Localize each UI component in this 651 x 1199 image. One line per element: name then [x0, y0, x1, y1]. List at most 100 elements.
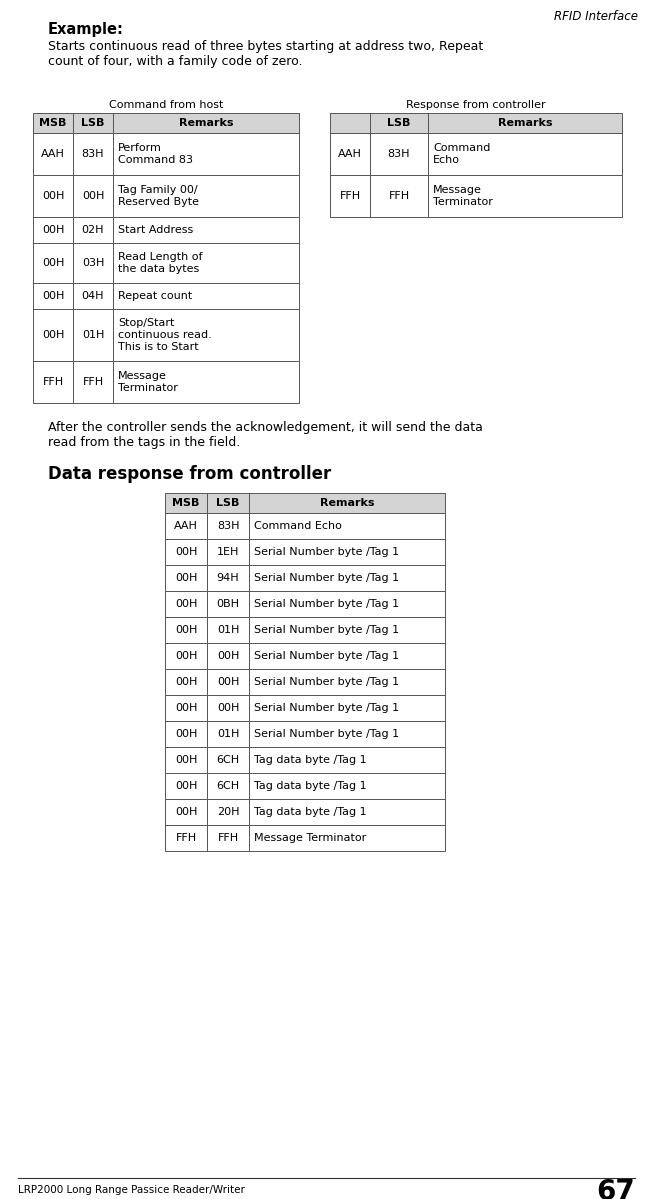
Text: 00H: 00H — [82, 191, 104, 201]
Text: Read Length of
the data bytes: Read Length of the data bytes — [118, 252, 202, 273]
Bar — [330, 133, 370, 175]
Bar — [165, 747, 207, 773]
Text: 00H: 00H — [217, 677, 239, 687]
Text: Repeat count: Repeat count — [118, 291, 192, 301]
Bar — [207, 669, 249, 695]
Text: Tag data byte /Tag 1: Tag data byte /Tag 1 — [254, 807, 367, 817]
Bar — [113, 133, 299, 175]
Text: 04H: 04H — [82, 291, 104, 301]
Bar — [165, 513, 207, 540]
Bar — [33, 243, 73, 283]
Bar — [33, 309, 73, 361]
Bar — [428, 175, 622, 217]
Bar — [165, 493, 207, 513]
Text: Remarks: Remarks — [320, 498, 374, 508]
Text: Example:: Example: — [48, 22, 124, 37]
Bar — [207, 643, 249, 669]
Bar — [207, 721, 249, 747]
Text: 83H: 83H — [82, 149, 104, 159]
Text: FFH: FFH — [83, 376, 104, 387]
Bar — [249, 669, 445, 695]
Text: AAH: AAH — [174, 522, 198, 531]
Text: 00H: 00H — [175, 651, 197, 661]
Bar — [249, 591, 445, 617]
Text: 83H: 83H — [388, 149, 410, 159]
Text: AAH: AAH — [41, 149, 65, 159]
Text: 6CH: 6CH — [216, 781, 240, 791]
Bar — [165, 695, 207, 721]
Text: 02H: 02H — [82, 225, 104, 235]
Text: 00H: 00H — [175, 677, 197, 687]
Text: LSB: LSB — [81, 118, 105, 128]
Bar — [428, 133, 622, 175]
Bar — [207, 493, 249, 513]
Bar — [249, 773, 445, 799]
Text: 67: 67 — [596, 1177, 635, 1199]
Text: Message
Terminator: Message Terminator — [433, 185, 493, 206]
Text: LRP2000 Long Range Passice Reader/Writer: LRP2000 Long Range Passice Reader/Writer — [18, 1185, 245, 1195]
Text: Command
Echo: Command Echo — [433, 143, 490, 164]
Bar — [73, 175, 113, 217]
Bar — [73, 283, 113, 309]
Bar — [249, 799, 445, 825]
Text: Serial Number byte /Tag 1: Serial Number byte /Tag 1 — [254, 677, 399, 687]
Text: FFH: FFH — [217, 833, 238, 843]
Text: Start Address: Start Address — [118, 225, 193, 235]
Text: Serial Number byte /Tag 1: Serial Number byte /Tag 1 — [254, 651, 399, 661]
Bar — [207, 617, 249, 643]
Text: MSB: MSB — [39, 118, 66, 128]
Bar — [165, 669, 207, 695]
Text: RFID Interface: RFID Interface — [554, 10, 638, 23]
Bar — [207, 565, 249, 591]
Text: 00H: 00H — [175, 807, 197, 817]
Text: MSB: MSB — [173, 498, 200, 508]
Text: 00H: 00H — [42, 225, 64, 235]
Bar — [33, 133, 73, 175]
Bar — [370, 175, 428, 217]
Text: 00H: 00H — [175, 547, 197, 558]
Text: Starts continuous read of three bytes starting at address two, Repeat
count of f: Starts continuous read of three bytes st… — [48, 40, 483, 68]
Text: Message Terminator: Message Terminator — [254, 833, 367, 843]
Text: 20H: 20H — [217, 807, 240, 817]
Bar — [330, 113, 370, 133]
Bar — [113, 361, 299, 403]
Text: Command Echo: Command Echo — [254, 522, 342, 531]
Bar — [165, 799, 207, 825]
Text: 00H: 00H — [175, 573, 197, 583]
Text: 00H: 00H — [175, 600, 197, 609]
Text: 00H: 00H — [217, 651, 239, 661]
Bar — [165, 540, 207, 565]
Bar — [165, 773, 207, 799]
Text: 00H: 00H — [42, 258, 64, 269]
Bar — [249, 493, 445, 513]
Text: Remarks: Remarks — [179, 118, 233, 128]
Bar — [370, 113, 428, 133]
Bar — [73, 133, 113, 175]
Text: Serial Number byte /Tag 1: Serial Number byte /Tag 1 — [254, 703, 399, 713]
Text: FFH: FFH — [339, 191, 361, 201]
Bar — [370, 133, 428, 175]
Bar — [33, 217, 73, 243]
Text: 01H: 01H — [82, 330, 104, 341]
Bar — [165, 825, 207, 851]
Text: LSB: LSB — [387, 118, 411, 128]
Text: After the controller sends the acknowledgement, it will send the data
read from : After the controller sends the acknowled… — [48, 421, 483, 448]
Bar — [207, 591, 249, 617]
Bar — [330, 175, 370, 217]
Text: FFH: FFH — [42, 376, 64, 387]
Bar — [113, 217, 299, 243]
Bar — [165, 721, 207, 747]
Bar — [207, 513, 249, 540]
Text: 00H: 00H — [175, 729, 197, 739]
Bar — [113, 175, 299, 217]
Text: Serial Number byte /Tag 1: Serial Number byte /Tag 1 — [254, 600, 399, 609]
Text: Tag Family 00/
Reserved Byte: Tag Family 00/ Reserved Byte — [118, 185, 199, 206]
Bar — [113, 113, 299, 133]
Bar — [165, 565, 207, 591]
Text: AAH: AAH — [338, 149, 362, 159]
Text: FFH: FFH — [389, 191, 409, 201]
Text: 03H: 03H — [82, 258, 104, 269]
Bar — [249, 565, 445, 591]
Bar — [207, 825, 249, 851]
Bar — [207, 747, 249, 773]
